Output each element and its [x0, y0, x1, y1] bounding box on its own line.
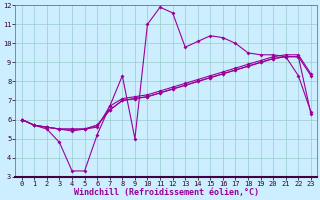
X-axis label: Windchill (Refroidissement éolien,°C): Windchill (Refroidissement éolien,°C): [74, 188, 259, 197]
